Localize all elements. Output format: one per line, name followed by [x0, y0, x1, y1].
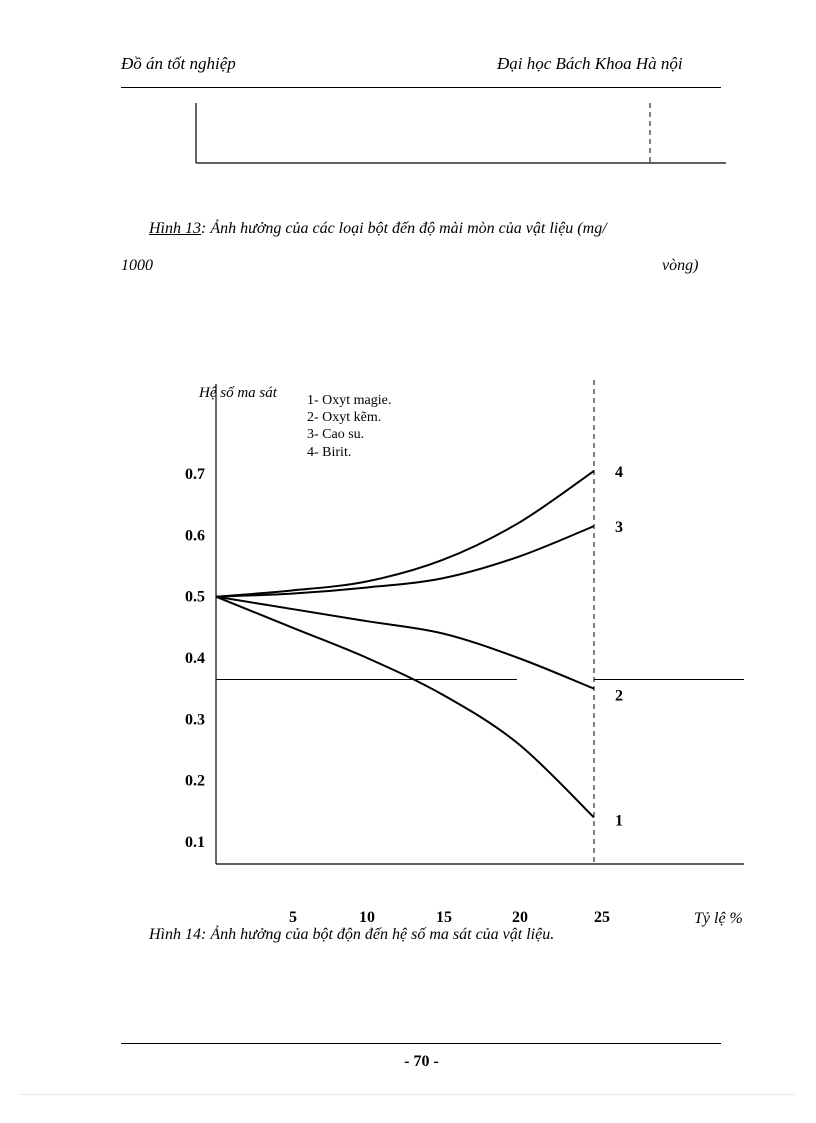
- legend-item-4: 4- Birit.: [307, 445, 351, 460]
- y-tick-label: 0.3: [185, 711, 205, 728]
- x-tick-label: 15: [436, 909, 452, 926]
- series-label-3: 3: [615, 519, 623, 536]
- y-tick-label: 0.2: [185, 773, 205, 790]
- y-tick-label: 0.7: [185, 466, 205, 483]
- header-left: Đồ án tốt nghiệp: [121, 54, 236, 73]
- header-rule: [121, 87, 721, 88]
- y-tick-label: 0.5: [185, 589, 205, 606]
- friction-chart: Hệ số ma sát Tỷ lệ % 1- Oxyt magie. 2- O…: [185, 380, 744, 927]
- y-tick-label: 0.4: [185, 650, 205, 667]
- series-label-4: 4: [615, 464, 623, 481]
- header-right: Đại học Bách Khoa Hà nội: [497, 54, 683, 73]
- series-line-4: [215, 470, 595, 598]
- y-tick-label: 0.1: [185, 834, 205, 851]
- legend-item-2: 2- Oxyt kẽm.: [307, 410, 381, 425]
- series-label-1: 1: [615, 812, 623, 829]
- footer-rule: [121, 1043, 721, 1044]
- legend-item-3: 3- Cao su.: [307, 427, 364, 442]
- figure13-caption-line2-right: vòng): [662, 257, 699, 274]
- series-line-3: [215, 525, 595, 598]
- series-labels: 1 2 3 4: [615, 464, 623, 830]
- x-tick-label: 5: [289, 909, 297, 926]
- figure14-caption: Hình 14: Ảnh hưởng của bột độn đến hệ số…: [149, 926, 555, 943]
- page-number: - 70 -: [404, 1053, 439, 1070]
- y-axis-label: Hệ số ma sát: [198, 385, 278, 401]
- y-tick-label: 0.6: [185, 527, 205, 544]
- x-tick-label: 25: [594, 909, 610, 926]
- page-edge-dotted: [20, 1094, 796, 1095]
- series-label-2: 2: [615, 688, 623, 705]
- series-lines: [215, 470, 595, 819]
- x-tick-label: 20: [512, 909, 528, 926]
- y-tick-labels: 0.1 0.2 0.3 0.4 0.5 0.6 0.7: [185, 466, 205, 851]
- legend: 1- Oxyt magie. 2- Oxyt kẽm. 3- Cao su. 4…: [307, 393, 391, 460]
- figure13-caption-line2-left: 1000: [121, 257, 153, 274]
- figure13-caption-text: : Ảnh hưởng của các loại bột đến độ mài …: [201, 220, 607, 237]
- x-axis-label: Tỷ lệ %: [694, 910, 743, 927]
- series-line-2: [215, 595, 595, 690]
- legend-item-1: 1- Oxyt magie.: [307, 393, 391, 408]
- figure13-label: Hình 13: [149, 220, 201, 237]
- x-tick-label: 10: [359, 909, 375, 926]
- previous-figure-fragment: [195, 103, 726, 164]
- series-line-1: [215, 595, 595, 819]
- x-tick-labels: 5 10 15 20 25: [289, 909, 610, 926]
- figure13-caption-line1: Hình 13: Ảnh hưởng của các loại bột đến …: [149, 220, 607, 238]
